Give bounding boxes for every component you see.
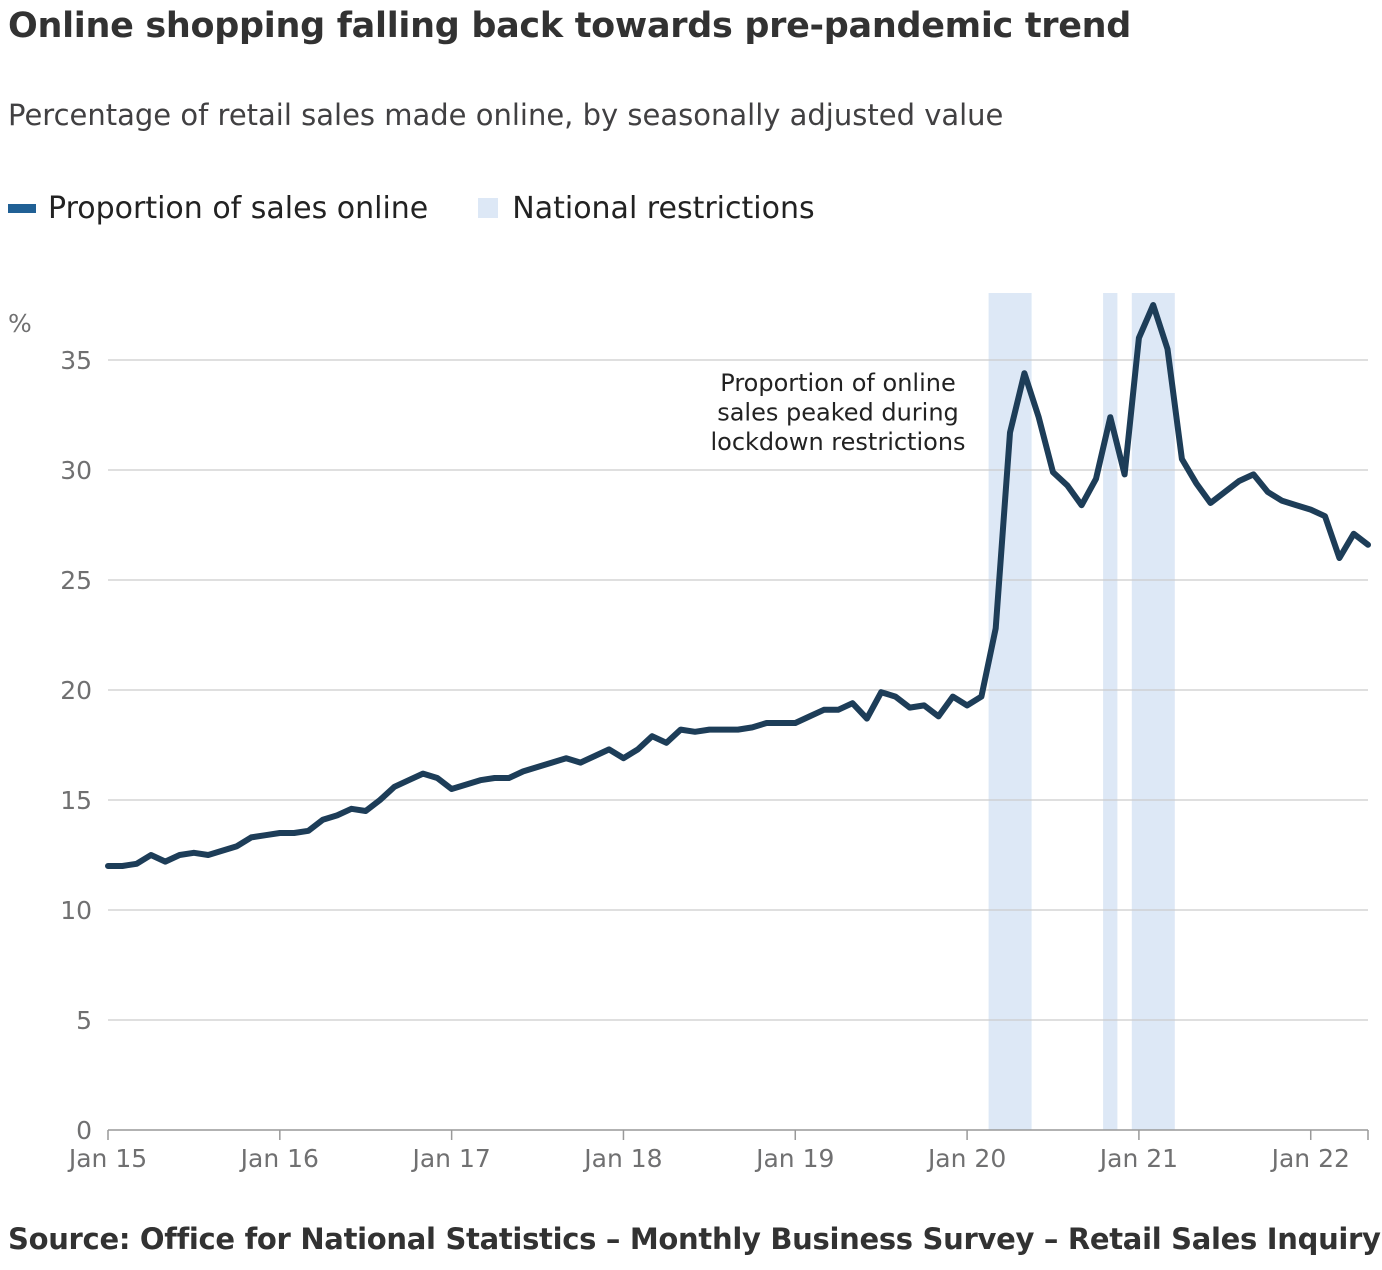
y-tick-label-35: 35 xyxy=(60,346,92,375)
source-note: Source: Office for National Statistics –… xyxy=(8,1222,1381,1256)
series-layer xyxy=(105,302,1371,869)
legend-item-restrictions: National restrictions xyxy=(478,190,815,226)
restriction-band-1 xyxy=(988,293,1032,1130)
y-axis-unit-label: % xyxy=(8,309,32,338)
x-axis: Jan 15 Jan 16 Jan 17 Jan 18 Jan 19 Jan 20 Jan … xyxy=(67,1130,1369,1173)
x-tick-label-2019-01: Jan 19 xyxy=(754,1144,834,1173)
x-tick-label-2021-01: Jan 21 xyxy=(1098,1144,1178,1173)
annotation-line-3: lockdown restrictions xyxy=(710,428,965,456)
y-tick-label-0: 0 xyxy=(76,1116,92,1145)
legend-line-swatch xyxy=(8,203,36,213)
y-tick-label-25: 25 xyxy=(60,566,92,595)
legend-label-restrictions: National restrictions xyxy=(512,190,815,226)
x-tick-label-2020-01: Jan 20 xyxy=(926,1144,1006,1173)
chart-subtitle: Percentage of retail sales made online, … xyxy=(8,98,1004,132)
gridlines xyxy=(108,359,1368,1131)
y-tick-label-20: 20 xyxy=(60,676,92,705)
x-tick-label-2018-01: Jan 18 xyxy=(582,1144,662,1173)
y-tick-label-15: 15 xyxy=(60,786,92,815)
y-axis: 0 5 10 15 20 25 30 35% xyxy=(8,309,92,1145)
y-tick-label-5: 5 xyxy=(76,1006,92,1035)
legend-band-swatch xyxy=(478,198,499,218)
legend-item-online-sales: Proportion of sales online xyxy=(8,191,428,226)
restriction-bands xyxy=(988,293,1175,1130)
annotation-line-1: Proportion of online xyxy=(720,369,955,397)
annotation-line-2: sales peaked during xyxy=(717,399,959,427)
x-tick-label-2022-01: Jan 22 xyxy=(1270,1144,1350,1173)
legend: Proportion of sales online National rest… xyxy=(8,188,865,228)
series-line-1 xyxy=(105,302,1371,869)
y-tick-label-30: 30 xyxy=(60,456,92,485)
y-tick-label-10: 10 xyxy=(60,896,92,925)
x-tick-label-2017-01: Jan 17 xyxy=(410,1144,490,1173)
x-tick-label-2015-01: Jan 15 xyxy=(67,1144,147,1173)
chart-title: Online shopping falling back towards pre… xyxy=(8,6,1132,46)
restriction-band-2 xyxy=(1103,293,1118,1130)
x-tick-label-2016-01: Jan 16 xyxy=(239,1144,319,1173)
restriction-band-3 xyxy=(1131,293,1175,1130)
legend-label-online-sales: Proportion of sales online xyxy=(48,190,429,226)
